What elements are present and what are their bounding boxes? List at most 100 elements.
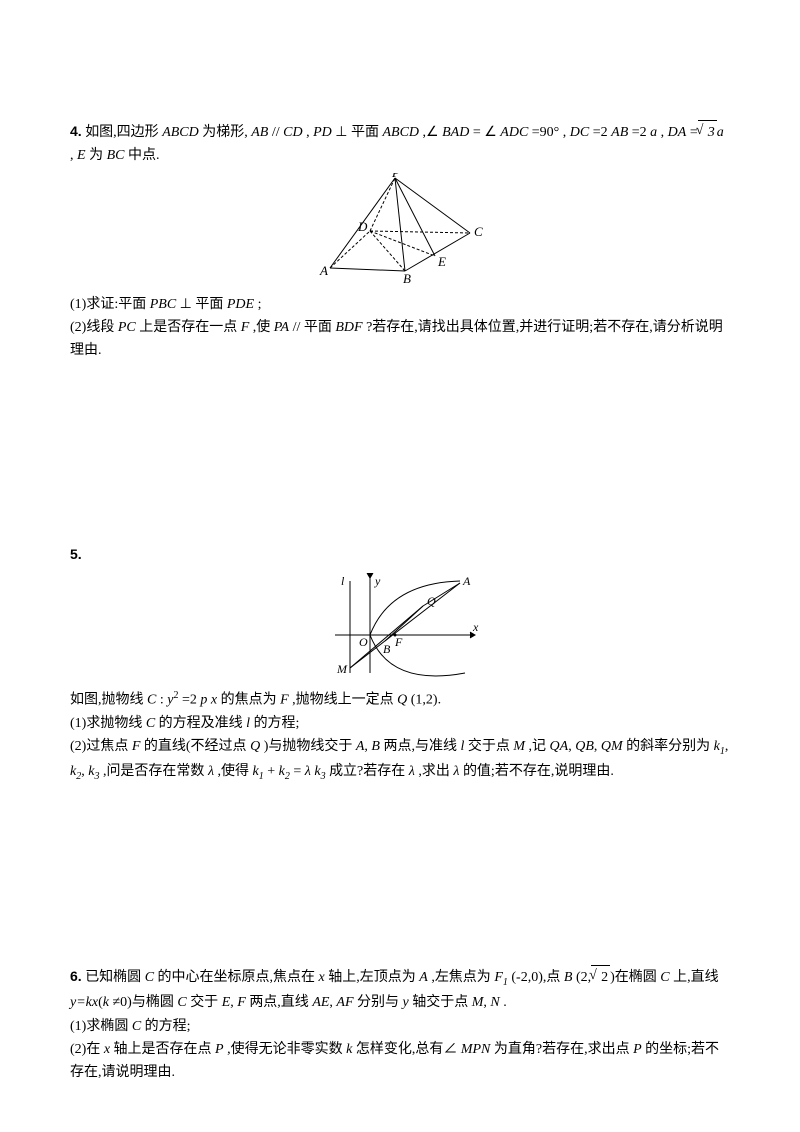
- problem-5-line1: 如图,抛物线 C : y2 =2 p x 的焦点为 F ,抛物线上一定点 Q (…: [70, 688, 730, 712]
- var-a: a: [717, 125, 724, 140]
- var-da: DA: [668, 125, 687, 140]
- var-x: x: [104, 1042, 110, 1057]
- problem-number: 4.: [70, 123, 82, 139]
- var-ab: AB: [251, 125, 268, 140]
- var-dc: DC: [570, 125, 589, 140]
- var-qb: QB: [575, 739, 594, 754]
- var-lambda: λ: [208, 764, 214, 779]
- text: =: [293, 764, 301, 779]
- label-b: B: [403, 271, 411, 283]
- var-c: C: [132, 1019, 141, 1034]
- text: =90°: [532, 125, 560, 140]
- sqrt-icon: 3: [698, 120, 717, 144]
- parabola-diagram: l y A Q O F x B M: [315, 573, 485, 678]
- text: (2)线段: [70, 320, 114, 335]
- var-m: M: [472, 995, 484, 1010]
- problem-6: 6. 已知椭圆 C 的中心在坐标原点,焦点在 x 轴上,左顶点为 A ,左焦点为…: [70, 965, 730, 1084]
- label-y: y: [374, 574, 381, 588]
- var-qa: QA: [550, 739, 569, 754]
- problem-4-stem: 4. 如图,四边形 ABCD 为梯形, AB // CD , PD ⊥ 平面 A…: [70, 120, 730, 167]
- text: .: [503, 995, 507, 1010]
- text: 中点.: [128, 148, 160, 163]
- var-pd: PD: [313, 125, 332, 140]
- sub: 1: [259, 771, 264, 782]
- label-c: C: [474, 224, 483, 239]
- sub: 1: [503, 977, 508, 988]
- var-q: Q: [250, 739, 260, 754]
- label-e: E: [437, 254, 446, 269]
- var-p: p: [200, 692, 207, 707]
- label-m: M: [336, 662, 348, 676]
- text: (2)过焦点: [70, 739, 128, 754]
- text: 如图,四边形: [85, 125, 159, 140]
- text: 上,直线: [673, 970, 719, 985]
- var-y: y: [403, 995, 409, 1010]
- var-x: x: [211, 692, 217, 707]
- var-abcd: ABCD: [382, 125, 419, 140]
- label-b: B: [383, 642, 391, 656]
- text: =2: [593, 125, 608, 140]
- text: ,: [306, 125, 310, 140]
- sub: 2: [76, 771, 81, 782]
- problem-number: 6.: [70, 968, 82, 984]
- var-adc: ADC: [500, 125, 528, 140]
- text: 为直角?若存在,求出点: [494, 1042, 630, 1057]
- text: ,: [70, 148, 74, 163]
- text: 交于点: [468, 739, 510, 754]
- text: (1,2).: [411, 692, 441, 707]
- text: =: [473, 125, 481, 140]
- text: :: [160, 692, 164, 707]
- text: 的斜率分别为: [626, 739, 710, 754]
- num-3: 3: [708, 125, 715, 140]
- var-ab: AB: [611, 125, 628, 140]
- var-e: E: [222, 995, 231, 1010]
- var-bc: BC: [107, 148, 125, 163]
- text: 为梯形,: [202, 125, 248, 140]
- text: (1)求证:平面: [70, 297, 146, 312]
- text: 的方程;: [254, 716, 300, 731]
- text: (2)在: [70, 1042, 100, 1057]
- var-a: A: [356, 739, 365, 754]
- var-lambda: λ: [453, 764, 459, 779]
- text: ,使: [253, 320, 271, 335]
- text: ,求出: [418, 764, 450, 779]
- var-abcd: ABCD: [162, 125, 199, 140]
- text: 的焦点为: [221, 692, 277, 707]
- label-p: P: [391, 173, 400, 180]
- var-ykx: y=kx: [70, 995, 98, 1010]
- sub: 3: [94, 771, 99, 782]
- var-bad: BAD: [442, 125, 469, 140]
- var-k: k: [103, 995, 109, 1010]
- var-c: C: [146, 716, 155, 731]
- text: ∠: [484, 125, 497, 140]
- var-a: a: [650, 125, 657, 140]
- var-f1: F: [494, 970, 503, 985]
- label-a: A: [319, 263, 328, 278]
- var-mpn: MPN: [461, 1042, 491, 1057]
- var-c: C: [147, 692, 156, 707]
- problem-5-q1: (1)求抛物线 C 的方程及准线 l 的方程;: [70, 712, 730, 735]
- text: (1)求椭圆: [70, 1019, 128, 1034]
- text: 的方程;: [145, 1019, 191, 1034]
- text: =2: [632, 125, 647, 140]
- sub: 1: [720, 745, 725, 756]
- problem-6-q2: (2)在 x 轴上是否存在点 P ,使得无论非零实数 k 怎样变化,总有∠ MP…: [70, 1038, 730, 1084]
- symbol-parallel: //: [293, 320, 301, 335]
- text: 怎样变化,总有∠: [356, 1042, 458, 1057]
- text: 为: [89, 148, 103, 163]
- text: ,: [661, 125, 665, 140]
- label-q: Q: [427, 594, 436, 608]
- text: 分别与: [357, 995, 399, 1010]
- text: 两点,与准线: [383, 739, 457, 754]
- pyramid-diagram: P D C A B E: [300, 173, 500, 283]
- text: ,∠: [423, 125, 439, 140]
- text: 平面: [304, 320, 332, 335]
- var-pbc: PBC: [150, 297, 176, 312]
- var-ae: AE: [312, 995, 329, 1010]
- problem-4: 4. 如图,四边形 ABCD 为梯形, AB // CD , PD ⊥ 平面 A…: [70, 120, 730, 363]
- text: 交于: [190, 995, 218, 1010]
- var-pa: PA: [274, 320, 289, 335]
- var-cd: CD: [283, 125, 302, 140]
- text: ;: [258, 297, 262, 312]
- text: 两点,直线: [249, 995, 309, 1010]
